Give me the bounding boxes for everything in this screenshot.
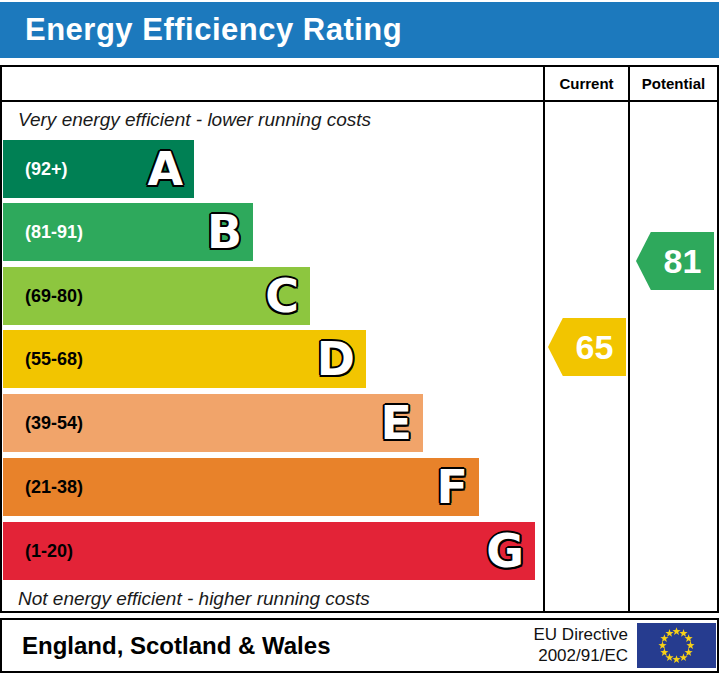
rating-table: Current Potential Very energy efficient … [0,65,719,613]
band-f-bar: (21-38) F [3,458,479,516]
potential-column-header: Potential [630,67,717,100]
header-divider [2,100,717,102]
band-letter: B [207,203,242,261]
band-g-bar: (1-20) G [3,522,535,580]
page-title: Energy Efficiency Rating [0,2,719,58]
band-range-label: (92+) [25,140,68,198]
epc-page: Energy Efficiency Rating Current Potenti… [0,0,719,675]
band-letter: A [147,140,183,198]
band-a-bar: (92+) A [3,140,194,198]
eu-flag [637,623,716,668]
current-column-header: Current [545,67,628,100]
current-column-divider [543,67,545,611]
region-label: England, Scotland & Wales [22,620,330,671]
band-d-bar: (55-68) D [3,330,366,388]
band-c-bar: (69-80) C [3,267,310,325]
band-range-label: (69-80) [25,267,83,325]
eu-flag-image [637,623,716,668]
eu-directive-label: EU Directive 2002/91/EC [534,624,628,666]
band-range-label: (39-54) [25,394,83,452]
band-e-bar: (39-54) E [3,394,423,452]
band-range-label: (21-38) [25,458,83,516]
eu-directive-line2: 2002/91/EC [534,645,628,666]
bottom-note: Not energy efficient - higher running co… [18,588,370,610]
band-letter: E [381,394,412,452]
band-b-bar: (81-91) B [3,203,253,261]
potential-column-divider [628,67,630,611]
band-range-label: (55-68) [25,330,83,388]
band-letter: G [486,522,524,580]
current-rating-value: 65 [563,318,626,376]
band-letter: F [437,458,468,516]
band-range-label: (81-91) [25,203,83,261]
band-letter: D [317,330,355,388]
footer: England, Scotland & Wales EU Directive 2… [0,618,719,673]
potential-rating-arrow: 81 [636,232,714,290]
top-note: Very energy efficient - lower running co… [18,109,371,131]
title-bar: Energy Efficiency Rating [0,2,719,58]
current-rating-arrow: 65 [548,318,626,376]
band-range-label: (1-20) [25,522,73,580]
eu-directive-line1: EU Directive [534,624,628,645]
potential-rating-value: 81 [651,232,714,290]
band-letter: C [265,267,299,325]
